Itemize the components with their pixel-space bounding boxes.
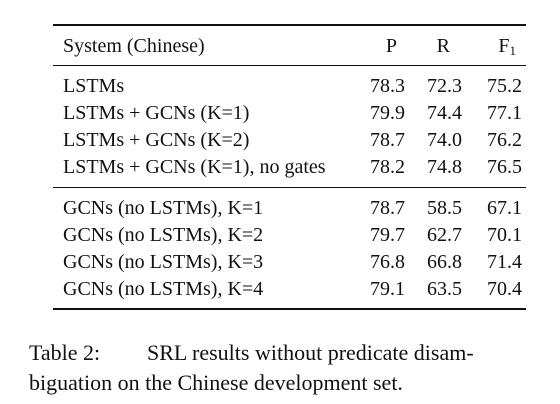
- cell-system: LSTMs + GCNs (K=1), no gates: [63, 156, 326, 178]
- header-p: P: [385, 35, 397, 57]
- cell-p: 76.8: [370, 251, 405, 273]
- cell-r: 63.5: [427, 278, 462, 300]
- cell-system: LSTMs + GCNs (K=1): [63, 102, 250, 124]
- table-row: LSTMs 78.3 72.3 75.2: [63, 72, 522, 100]
- cell-p: 78.3: [370, 75, 405, 97]
- cell-f1: 70.4: [487, 278, 522, 300]
- table-row: GCNs (no LSTMs), K=2 79.7 62.7 70.1: [63, 221, 522, 249]
- cell-f1: 67.1: [487, 197, 522, 219]
- cell-system: GCNs (no LSTMs), K=3: [63, 251, 264, 273]
- bottom-rule: [53, 308, 526, 310]
- cell-f1: 71.4: [487, 251, 522, 273]
- table-row: LSTMs + GCNs (K=1) 79.9 74.4 77.1: [63, 99, 522, 127]
- group-rule: [53, 187, 526, 188]
- table-row: LSTMs + GCNs (K=2) 78.7 74.0 76.2: [63, 126, 522, 154]
- cell-p: 79.9: [370, 102, 405, 124]
- cell-f1: 70.1: [487, 224, 522, 246]
- cell-system: LSTMs + GCNs (K=2): [63, 129, 250, 151]
- cell-r: 66.8: [427, 251, 462, 273]
- cell-system: GCNs (no LSTMs), K=2: [63, 224, 264, 246]
- cell-p: 78.7: [370, 197, 405, 219]
- table-header-row: System (Chinese) P R F1: [63, 32, 522, 60]
- cell-r: 72.3: [427, 75, 462, 97]
- table-row: GCNs (no LSTMs), K=1 78.7 58.5 67.1: [63, 194, 522, 222]
- caption-text: SRL results without predicate disam-: [147, 340, 474, 365]
- table-row: GCNs (no LSTMs), K=4 79.1 63.5 70.4: [63, 275, 522, 303]
- cell-p: 78.7: [370, 129, 405, 151]
- header-f1: F1: [498, 35, 516, 58]
- caption-line-2: biguation on the Chinese development set…: [29, 370, 403, 395]
- cell-r: 74.4: [427, 102, 462, 124]
- cell-r: 62.7: [427, 224, 462, 246]
- cell-f1: 76.2: [487, 129, 522, 151]
- cell-f1: 76.5: [487, 156, 522, 178]
- table-row: GCNs (no LSTMs), K=3 76.8 66.8 71.4: [63, 248, 522, 276]
- header-r: R: [436, 35, 450, 57]
- cell-system: LSTMs: [63, 75, 125, 97]
- cell-r: 58.5: [427, 197, 462, 219]
- cell-system: GCNs (no LSTMs), K=1: [63, 197, 264, 219]
- table-row: LSTMs + GCNs (K=1), no gates 78.2 74.8 7…: [63, 153, 522, 181]
- cell-f1: 75.2: [487, 75, 522, 97]
- cell-r: 74.0: [427, 129, 462, 151]
- cell-p: 78.2: [370, 156, 405, 178]
- cell-p: 79.1: [370, 278, 405, 300]
- top-rule: [53, 24, 526, 26]
- header-system: System (Chinese): [63, 35, 205, 57]
- caption-label: Table 2:: [29, 340, 101, 365]
- cell-f1: 77.1: [487, 102, 522, 124]
- cell-system: GCNs (no LSTMs), K=4: [63, 278, 264, 300]
- header-rule: [53, 65, 526, 66]
- cell-p: 79.7: [370, 224, 405, 246]
- cell-r: 74.8: [427, 156, 462, 178]
